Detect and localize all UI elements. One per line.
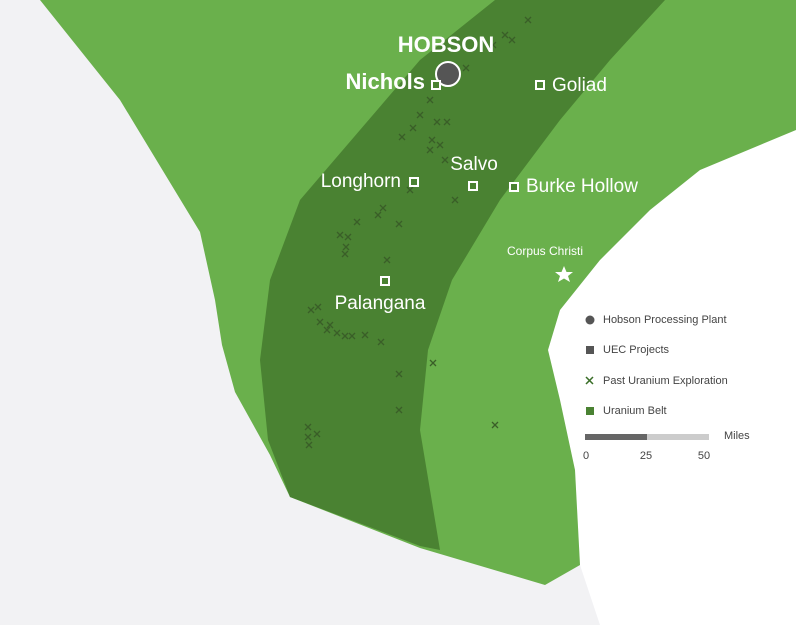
plant-label: HOBSON xyxy=(398,32,495,57)
exploration-marker xyxy=(314,303,322,311)
exploration-marker xyxy=(462,64,470,72)
legend-label: Uranium Belt xyxy=(603,405,667,417)
exploration-marker xyxy=(426,96,434,104)
exploration-marker xyxy=(383,256,391,264)
exploration-marker xyxy=(379,204,387,212)
exploration-marker xyxy=(374,211,382,219)
scale-tick: 50 xyxy=(698,450,710,462)
exploration-marker xyxy=(333,329,341,337)
exploration-marker xyxy=(524,16,532,24)
exploration-marker xyxy=(395,406,403,414)
project-label: Palangana xyxy=(335,293,426,314)
exploration-marker xyxy=(326,321,334,329)
project-marker xyxy=(468,181,478,191)
project-marker xyxy=(509,182,519,192)
scale-bar xyxy=(585,434,647,440)
exploration-marker xyxy=(428,136,436,144)
legend-label: Past Uranium Exploration xyxy=(603,375,728,387)
exploration-marker xyxy=(395,370,403,378)
exploration-marker xyxy=(508,36,516,44)
exploration-marker xyxy=(398,133,406,141)
exploration-marker xyxy=(429,359,437,367)
project-label: Goliad xyxy=(552,75,607,96)
plant-marker xyxy=(435,61,461,87)
exploration-marker xyxy=(441,156,449,164)
exploration-marker xyxy=(489,41,497,49)
exploration-marker xyxy=(341,250,349,258)
exploration-marker xyxy=(491,421,499,429)
exploration-marker xyxy=(436,141,444,149)
project-label: Burke Hollow xyxy=(526,176,638,197)
projects: Nichols Goliad Salvo Longhorn Burke Hollow Pa… xyxy=(321,69,639,314)
city-marker xyxy=(555,266,573,282)
project-marker xyxy=(431,80,441,90)
exploration-marker xyxy=(395,220,403,228)
exploration-marker xyxy=(342,243,350,251)
scale-tick: 0 xyxy=(583,450,589,462)
project-marker xyxy=(409,177,419,187)
exploration-marker xyxy=(451,196,459,204)
project-marker xyxy=(380,276,390,286)
scale-tick: 25 xyxy=(640,450,652,462)
city-label: Corpus Christi xyxy=(507,244,583,258)
project-label: Longhorn xyxy=(321,171,401,192)
legend-icon xyxy=(585,315,595,325)
exploration-marker xyxy=(341,332,349,340)
ocean xyxy=(548,130,796,625)
exploration-marker xyxy=(443,118,451,126)
exploration-marker xyxy=(336,231,344,239)
legend-label: Hobson Processing Plant xyxy=(603,314,727,326)
exploration-marker xyxy=(348,332,356,340)
exploration-marker xyxy=(313,430,321,438)
exploration-marker xyxy=(426,146,434,154)
exploration-marker xyxy=(409,124,417,132)
exploration-marker xyxy=(406,186,414,194)
exploration-marker xyxy=(307,306,315,314)
exploration-marker xyxy=(316,318,324,326)
exploration-marker xyxy=(361,331,369,339)
project-label: Salvo xyxy=(450,154,498,175)
exploration-marker xyxy=(353,218,361,226)
exploration-marker xyxy=(501,31,509,39)
exploration-marker xyxy=(344,233,352,241)
exploration-marker xyxy=(433,118,441,126)
exploration-marker xyxy=(304,433,312,441)
legend-icon xyxy=(586,346,594,354)
exploration-marker xyxy=(377,338,385,346)
uranium-belt xyxy=(260,0,665,550)
legend: Hobson Processing Plant UEC Projects Pas… xyxy=(583,314,750,462)
scale-bar xyxy=(647,434,709,440)
exploration-marker xyxy=(323,326,331,334)
project-marker xyxy=(535,80,545,90)
exploration-markers xyxy=(304,16,532,449)
exploration-marker xyxy=(416,111,424,119)
scale-unit: Miles xyxy=(724,430,750,442)
legend-icon xyxy=(586,407,594,415)
legend-label: UEC Projects xyxy=(603,344,670,356)
legend-icon xyxy=(585,376,594,385)
exploration-marker xyxy=(305,441,313,449)
exploration-marker xyxy=(304,423,312,431)
project-label: Nichols xyxy=(346,69,425,94)
